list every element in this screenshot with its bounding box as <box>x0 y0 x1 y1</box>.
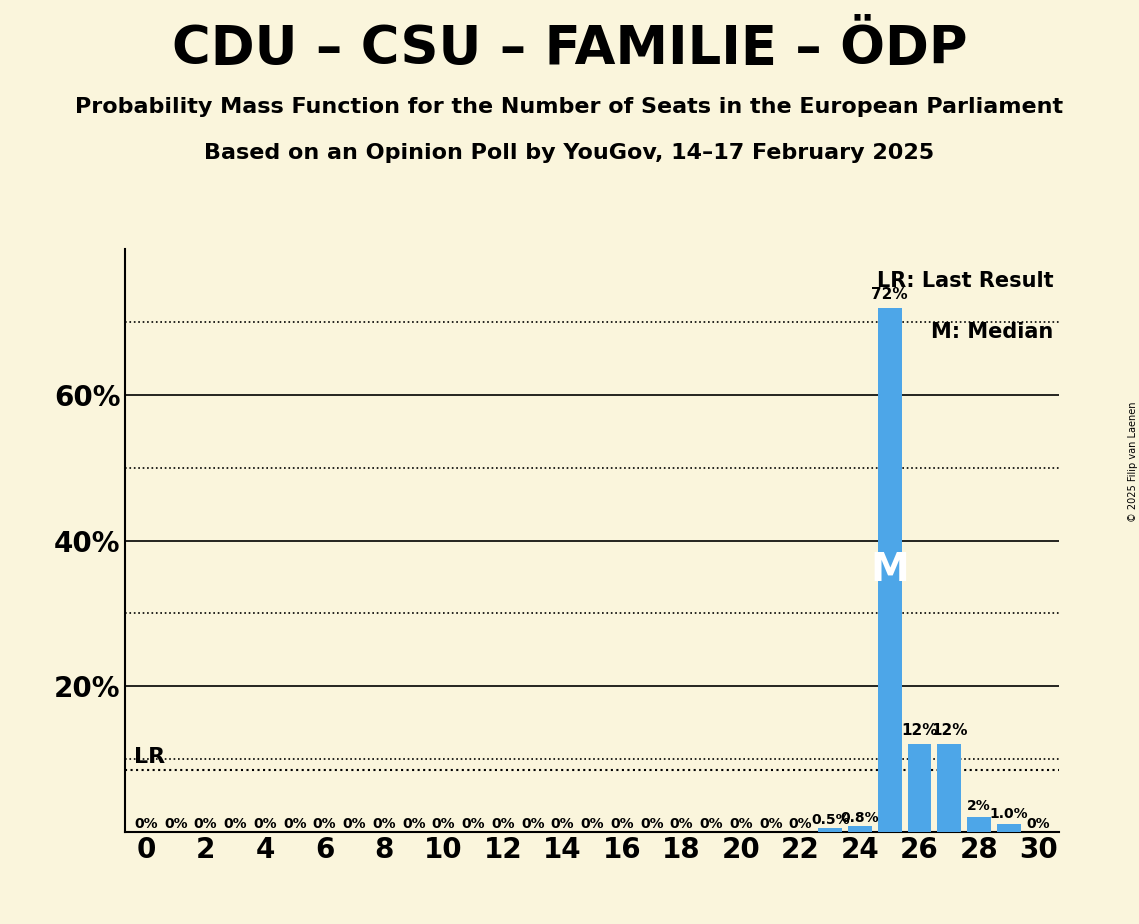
Bar <box>967 817 991 832</box>
Text: 0%: 0% <box>194 817 218 831</box>
Text: 0%: 0% <box>343 817 366 831</box>
Bar <box>908 745 932 832</box>
Text: Based on an Opinion Poll by YouGov, 14–17 February 2025: Based on an Opinion Poll by YouGov, 14–1… <box>204 143 935 164</box>
Bar <box>818 828 842 832</box>
Text: 0%: 0% <box>461 817 485 831</box>
Bar <box>997 824 1021 832</box>
Text: M: Median: M: Median <box>931 322 1054 342</box>
Text: 0%: 0% <box>1026 817 1050 831</box>
Text: 12%: 12% <box>931 723 967 738</box>
Text: 0%: 0% <box>699 817 723 831</box>
Bar <box>878 308 902 832</box>
Text: 0%: 0% <box>164 817 188 831</box>
Text: 72%: 72% <box>871 286 908 302</box>
Text: © 2025 Filip van Laenen: © 2025 Filip van Laenen <box>1129 402 1138 522</box>
Text: LR: Last Result: LR: Last Result <box>877 272 1054 291</box>
Text: 0%: 0% <box>313 817 336 831</box>
Text: 0%: 0% <box>729 817 753 831</box>
Text: 0%: 0% <box>611 817 633 831</box>
Text: M: M <box>870 551 909 589</box>
Text: 0%: 0% <box>432 817 456 831</box>
Text: 0%: 0% <box>134 817 158 831</box>
Text: 0%: 0% <box>551 817 574 831</box>
Text: 0%: 0% <box>581 817 604 831</box>
Bar <box>937 745 961 832</box>
Text: 0%: 0% <box>670 817 694 831</box>
Text: 0%: 0% <box>282 817 306 831</box>
Text: LR: LR <box>134 747 165 767</box>
Bar <box>849 826 871 832</box>
Text: 0.8%: 0.8% <box>841 810 879 825</box>
Text: 0%: 0% <box>223 817 247 831</box>
Text: 0%: 0% <box>253 817 277 831</box>
Text: 0%: 0% <box>402 817 426 831</box>
Text: 2%: 2% <box>967 799 991 813</box>
Text: 0%: 0% <box>640 817 664 831</box>
Text: 0%: 0% <box>372 817 396 831</box>
Text: CDU – CSU – FAMILIE – ÖDP: CDU – CSU – FAMILIE – ÖDP <box>172 23 967 75</box>
Text: 0%: 0% <box>788 817 812 831</box>
Text: Probability Mass Function for the Number of Seats in the European Parliament: Probability Mass Function for the Number… <box>75 97 1064 117</box>
Text: 0.5%: 0.5% <box>811 813 850 827</box>
Text: 0%: 0% <box>491 817 515 831</box>
Text: 12%: 12% <box>901 723 937 738</box>
Text: 0%: 0% <box>521 817 544 831</box>
Text: 0%: 0% <box>759 817 782 831</box>
Text: 1.0%: 1.0% <box>990 807 1029 821</box>
